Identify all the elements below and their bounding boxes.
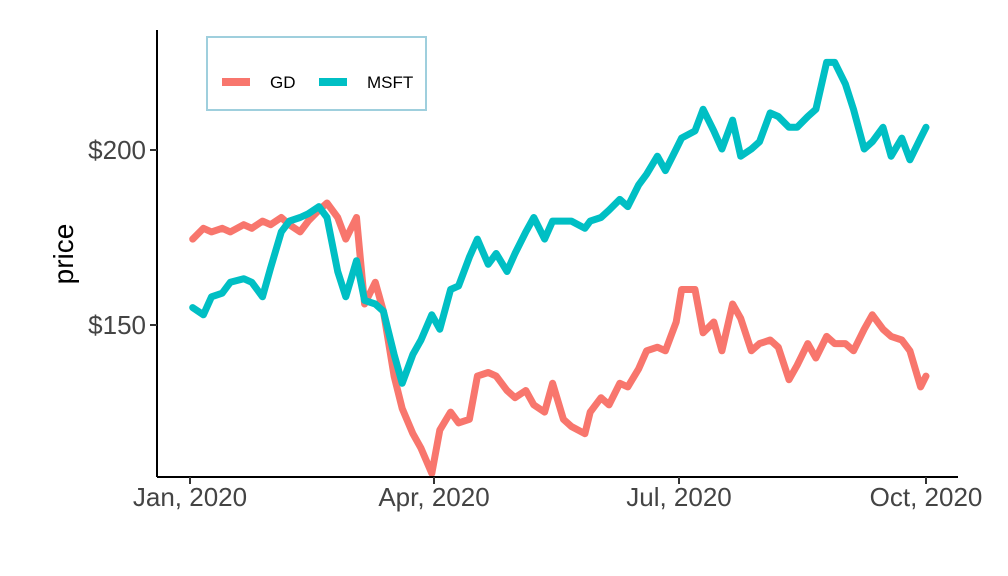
legend-label-msft: MSFT xyxy=(367,73,413,92)
series-line-msft xyxy=(189,58,930,387)
y-axis: $200 $150 xyxy=(88,30,158,477)
y-tick-label: $200 xyxy=(88,135,146,165)
series-line-gd xyxy=(189,199,930,477)
legend-label-gd: GD xyxy=(270,73,296,92)
y-tick-label: $150 xyxy=(88,310,146,340)
x-tick-label: Oct, 2020 xyxy=(870,482,983,512)
y-axis-title: price xyxy=(48,224,79,285)
x-tick-label: Jan, 2020 xyxy=(133,482,247,512)
series-layer xyxy=(189,58,930,477)
legend: GD MSFT xyxy=(206,36,427,111)
x-axis: Jan, 2020 Apr, 2020 Jul, 2020 Oct, 2020 xyxy=(133,476,983,512)
x-tick-label: Jul, 2020 xyxy=(626,482,732,512)
legend-box xyxy=(206,36,427,111)
x-tick-label: Apr, 2020 xyxy=(378,482,489,512)
